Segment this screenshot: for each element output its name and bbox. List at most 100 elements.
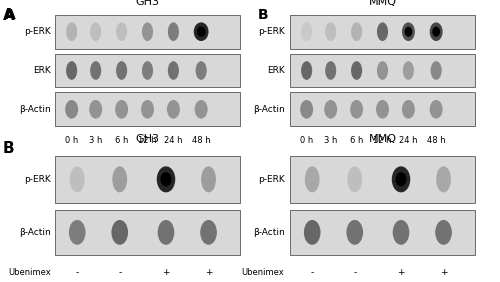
Text: B: B xyxy=(2,141,14,156)
Text: 3 h: 3 h xyxy=(89,136,102,145)
Ellipse shape xyxy=(116,22,127,41)
Ellipse shape xyxy=(403,61,414,80)
FancyBboxPatch shape xyxy=(290,210,475,255)
Text: +: + xyxy=(205,268,212,277)
Ellipse shape xyxy=(66,22,77,41)
Text: 48 h: 48 h xyxy=(427,136,446,145)
Ellipse shape xyxy=(157,166,176,192)
Ellipse shape xyxy=(112,220,128,245)
Text: p-ERK: p-ERK xyxy=(24,27,52,36)
Text: 12 h: 12 h xyxy=(373,136,392,145)
Ellipse shape xyxy=(90,61,101,80)
Text: β-Actin: β-Actin xyxy=(252,228,284,237)
Ellipse shape xyxy=(377,22,388,41)
Ellipse shape xyxy=(115,100,128,119)
Ellipse shape xyxy=(142,61,153,80)
FancyBboxPatch shape xyxy=(55,15,240,49)
Text: 0 h: 0 h xyxy=(300,136,314,145)
Ellipse shape xyxy=(168,61,179,80)
Text: β-Actin: β-Actin xyxy=(20,228,52,237)
Ellipse shape xyxy=(160,172,172,186)
Text: 0 h: 0 h xyxy=(65,136,78,145)
Text: ERK: ERK xyxy=(34,66,52,75)
Text: GH3: GH3 xyxy=(136,0,160,7)
Ellipse shape xyxy=(90,22,101,41)
Ellipse shape xyxy=(348,166,362,192)
Text: MMQ: MMQ xyxy=(368,135,396,144)
FancyBboxPatch shape xyxy=(55,156,240,203)
Ellipse shape xyxy=(351,22,362,41)
Ellipse shape xyxy=(112,166,127,192)
Ellipse shape xyxy=(396,172,406,186)
Ellipse shape xyxy=(300,100,313,119)
Ellipse shape xyxy=(196,27,205,37)
Ellipse shape xyxy=(404,27,412,37)
Ellipse shape xyxy=(305,166,320,192)
Ellipse shape xyxy=(168,22,179,41)
Text: A: A xyxy=(2,8,14,23)
Ellipse shape xyxy=(402,22,415,41)
Ellipse shape xyxy=(65,100,78,119)
Ellipse shape xyxy=(158,220,174,245)
Text: B: B xyxy=(258,8,268,23)
Text: Ubenimex: Ubenimex xyxy=(242,268,284,277)
Text: 6 h: 6 h xyxy=(350,136,364,145)
Ellipse shape xyxy=(435,220,452,245)
FancyBboxPatch shape xyxy=(55,54,240,87)
FancyBboxPatch shape xyxy=(290,54,475,87)
FancyBboxPatch shape xyxy=(290,92,475,126)
Text: -: - xyxy=(353,268,356,277)
Text: 24 h: 24 h xyxy=(399,136,417,145)
Text: 48 h: 48 h xyxy=(192,136,210,145)
Ellipse shape xyxy=(69,220,86,245)
Ellipse shape xyxy=(346,220,363,245)
Text: A: A xyxy=(5,8,16,23)
Ellipse shape xyxy=(377,61,388,80)
Ellipse shape xyxy=(301,22,312,41)
Ellipse shape xyxy=(351,61,362,80)
Text: 24 h: 24 h xyxy=(164,136,182,145)
Text: -: - xyxy=(118,268,122,277)
Text: β-Actin: β-Actin xyxy=(20,105,52,114)
Ellipse shape xyxy=(89,100,102,119)
Ellipse shape xyxy=(141,100,154,119)
FancyBboxPatch shape xyxy=(55,210,240,255)
Ellipse shape xyxy=(324,100,337,119)
Ellipse shape xyxy=(376,100,389,119)
Ellipse shape xyxy=(392,220,409,245)
Text: MMQ: MMQ xyxy=(368,0,396,7)
Ellipse shape xyxy=(116,61,127,80)
Text: β-Actin: β-Actin xyxy=(252,105,284,114)
FancyBboxPatch shape xyxy=(290,156,475,203)
Text: -: - xyxy=(310,268,314,277)
Text: -: - xyxy=(76,268,79,277)
Text: 12 h: 12 h xyxy=(138,136,157,145)
Ellipse shape xyxy=(432,27,440,37)
Text: ERK: ERK xyxy=(266,66,284,75)
Ellipse shape xyxy=(142,22,153,41)
Ellipse shape xyxy=(325,22,336,41)
Text: +: + xyxy=(397,268,405,277)
Ellipse shape xyxy=(430,22,442,41)
Ellipse shape xyxy=(200,220,217,245)
Text: 3 h: 3 h xyxy=(324,136,338,145)
Text: 6 h: 6 h xyxy=(115,136,128,145)
Ellipse shape xyxy=(430,100,442,119)
Text: p-ERK: p-ERK xyxy=(24,175,52,184)
FancyBboxPatch shape xyxy=(290,15,475,49)
Text: GH3: GH3 xyxy=(136,135,160,144)
Ellipse shape xyxy=(194,100,207,119)
Text: Ubenimex: Ubenimex xyxy=(8,268,52,277)
Ellipse shape xyxy=(70,166,84,192)
Text: p-ERK: p-ERK xyxy=(258,27,284,36)
Text: +: + xyxy=(440,268,448,277)
Ellipse shape xyxy=(430,61,442,80)
Ellipse shape xyxy=(392,166,410,192)
Ellipse shape xyxy=(402,100,415,119)
Ellipse shape xyxy=(325,61,336,80)
Ellipse shape xyxy=(350,100,363,119)
Ellipse shape xyxy=(196,61,206,80)
Ellipse shape xyxy=(301,61,312,80)
FancyBboxPatch shape xyxy=(55,92,240,126)
Ellipse shape xyxy=(66,61,77,80)
